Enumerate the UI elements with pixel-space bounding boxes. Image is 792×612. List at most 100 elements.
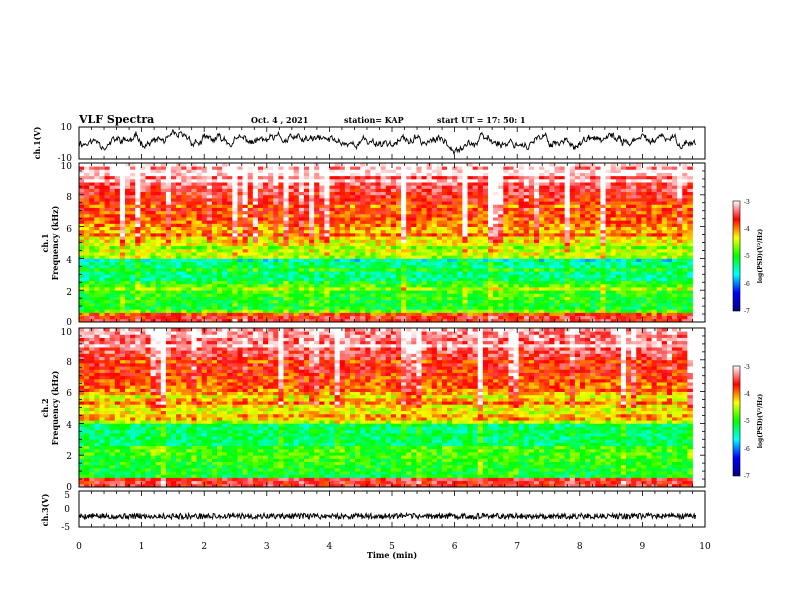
spectrogram-cell [345,185,351,189]
spectrogram-cell [335,211,341,215]
spectrogram-cell [473,243,479,247]
spectrogram-cell [534,258,540,262]
spectrogram-cell [381,312,387,316]
spectrogram-cell [360,169,366,173]
spectrogram-cell [222,179,228,183]
spectrogram-cell [570,258,576,262]
spectrogram-cell [539,233,545,237]
spectrogram-cell [278,281,284,285]
spectrogram-cell [370,265,376,269]
spectrogram-cell [151,195,157,199]
spectrogram-cell [145,246,151,250]
spectrogram-cell [263,176,269,180]
spectrogram-cell [309,252,315,256]
spectrogram-cell [248,227,254,231]
spectrogram-cell [94,258,100,262]
spectrogram-cell [166,214,172,218]
spectrogram-cell [237,220,243,224]
spectrogram-cell [370,252,376,256]
spectrogram-cell [115,166,121,170]
spectrogram-cell [519,258,525,262]
spectrogram-cell [335,287,341,291]
spectrogram-cell [422,173,428,177]
spectrogram-cell [432,220,438,224]
spectrogram-cell [161,236,167,240]
spectrogram-cell [115,258,121,262]
spectrogram-cell [401,309,407,313]
spectrogram-cell [197,188,203,192]
spectrogram-cell [437,246,443,250]
spectrogram-cell [319,249,325,253]
spectrogram-cell [171,246,177,250]
spectrogram-cell [243,246,249,250]
spectrogram-cell [135,192,141,196]
spectrogram-cell [355,249,361,253]
spectrogram-cell [304,274,310,278]
spectrogram-cell [478,284,484,288]
spectrogram-cell [176,214,182,218]
spectrogram-cell [473,179,479,183]
spectrogram-cell [493,243,499,247]
spectrogram-cell [585,236,591,240]
spectrogram-cell [283,262,289,266]
spectrogram-cell [217,287,223,291]
spectrogram-cell [534,316,540,320]
spectrogram-cell [442,293,448,297]
spectrogram-cell [151,163,157,167]
spectrogram-cell [263,188,269,192]
spectrogram-cell [248,236,254,240]
spectrogram-cell [447,211,453,215]
spectrogram-cell [94,287,100,291]
spectrogram-cell [99,236,105,240]
spectrogram-cell [130,249,136,253]
spectrogram-cell [544,185,550,189]
spectrogram-cell [570,214,576,218]
spectrogram-cell [560,236,566,240]
spectrogram-cell [202,255,208,259]
spectrogram-cell [335,290,341,294]
spectrogram-cell [370,198,376,202]
spectrogram-cell [273,220,279,224]
spectrogram-cell [161,230,167,234]
spectrogram-cell [89,258,95,262]
date-label: Oct. 4 , 2021 [251,115,308,125]
spectrogram-cell [529,230,535,234]
spectrogram-cell [273,211,279,215]
spectrogram-cell [580,265,586,269]
spectrogram-cell [227,198,233,202]
spectrogram-cell [503,249,509,253]
spectrogram-cell [447,277,453,281]
spectrogram-cell [258,246,264,250]
spectrogram-cell [145,188,151,192]
spectrogram-cell [411,236,417,240]
spectrogram-cell [549,166,555,170]
spectrogram-cell [258,284,264,288]
spectrogram-cell [263,201,269,205]
spectrogram-cell [207,303,213,307]
station-label: station= KAP [344,115,404,125]
spectrogram-cell [330,230,336,234]
spectrogram-cell [227,284,233,288]
spectrogram-cell [273,300,279,304]
spectrogram-cell [140,246,146,250]
spectrogram-cell [237,316,243,320]
spectrogram-cell [514,204,520,208]
spectrogram-cell [462,258,468,262]
spectrogram-cell [554,223,560,227]
spectrogram-cell [324,169,330,173]
spectrogram-cell [237,249,243,253]
spectrogram-cell [314,185,320,189]
spectrogram-cell [110,230,116,234]
spectrogram-cell [365,214,371,218]
spectrogram-cell [330,185,336,189]
spectrogram-cell [370,293,376,297]
spectrogram-cell [299,293,305,297]
spectrogram-cell [130,252,136,256]
spectrogram-cell [457,287,463,291]
spectrogram-cell [309,316,315,320]
spectrogram-cell [273,277,279,281]
spectrogram-cell [243,249,249,253]
spectrogram-cell [473,287,479,291]
spectrogram-cell [462,208,468,212]
spectrogram-cell [110,277,116,281]
